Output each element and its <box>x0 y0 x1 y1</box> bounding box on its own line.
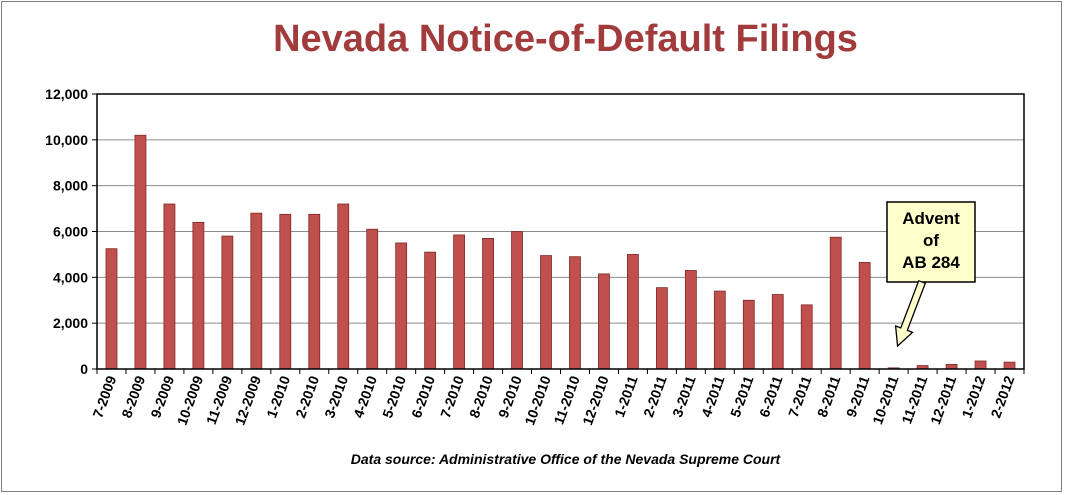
x-tick-label: 4-2011 <box>698 373 728 419</box>
bar-5-2011 <box>742 299 755 370</box>
y-tick-label: 12,000 <box>45 86 88 102</box>
bar-1-2010 <box>279 213 292 370</box>
y-tick-labels: 0 2,000 4,000 6,000 8,000 10,000 12,000 <box>45 86 88 377</box>
y-tick-label: 6,000 <box>53 224 88 240</box>
bar-10-2010 <box>540 255 552 370</box>
x-tick-label: 11-2010 <box>550 373 582 426</box>
axes <box>92 93 1025 374</box>
bar-3-2011 <box>684 270 697 370</box>
bar-1-2011 <box>627 254 639 370</box>
x-tick-label: 5-2010 <box>379 373 409 420</box>
bar-4-2011 <box>713 290 726 370</box>
x-tick-label: 11-2011 <box>898 373 930 426</box>
x-tick-label: 12-2009 <box>232 373 265 427</box>
data-source-note: Data source: Administrative Office of th… <box>350 451 781 467</box>
x-tick-label: 10-2009 <box>174 373 207 427</box>
annotation: Advent of AB 284 <box>886 201 976 348</box>
bar-7-2009 <box>105 248 118 370</box>
x-tick-label: 11-2009 <box>203 373 235 426</box>
annotation-arrow <box>894 279 927 348</box>
bar-2-2012 <box>1003 361 1016 370</box>
x-tick-label: 7-2009 <box>89 373 119 420</box>
bar-7-2010 <box>453 234 466 370</box>
bar-12-2010 <box>598 273 610 370</box>
x-tick-label: 9-2011 <box>843 373 873 419</box>
x-tick-label: 2-2010 <box>292 373 322 420</box>
annotation-box <box>886 201 976 283</box>
x-tick-label: 12-2011 <box>927 373 959 426</box>
annotation-text: of <box>923 231 939 250</box>
x-tick-label: 3-2010 <box>321 373 351 420</box>
y-tick-label: 8,000 <box>53 178 88 194</box>
bar-1-2012 <box>974 360 987 370</box>
x-tick-label: 1-2012 <box>958 373 988 420</box>
x-tick-label: 3-2011 <box>669 373 699 419</box>
bar-8-2011 <box>829 236 842 370</box>
x-tick-label: 2-2011 <box>640 373 670 419</box>
y-tick-label: 0 <box>80 361 88 377</box>
x-tick-label: 5-2011 <box>727 373 757 419</box>
bar-6-2010 <box>424 251 437 370</box>
bar-11-2009 <box>221 235 234 370</box>
bar-8-2010 <box>482 237 494 370</box>
bars <box>105 134 1016 370</box>
x-tick-label: 1-2010 <box>263 373 293 420</box>
x-tick-label: 9-2010 <box>495 373 525 420</box>
annotation-text: AB 284 <box>902 253 960 272</box>
x-tick-label: 7-2010 <box>437 373 467 420</box>
y-tick-label: 10,000 <box>45 132 88 148</box>
bar-9-2010 <box>511 231 523 370</box>
bar-7-2011 <box>800 304 813 370</box>
x-tick-label: 9-2009 <box>147 373 177 420</box>
x-tick-label: 4-2010 <box>350 373 380 420</box>
bar-10-2009 <box>192 221 205 370</box>
bar-6-2011 <box>771 294 784 370</box>
x-tick-label: 8-2011 <box>814 373 844 419</box>
x-tick-label: 8-2010 <box>466 373 496 420</box>
y-tick-label: 2,000 <box>53 315 88 331</box>
x-tick-label: 1-2011 <box>611 373 641 419</box>
bar-9-2009 <box>163 203 176 370</box>
bar-5-2010 <box>395 242 408 370</box>
x-tick-label: 6-2010 <box>408 373 438 420</box>
bar-8-2009 <box>134 134 147 370</box>
grid-lines <box>97 139 1024 324</box>
x-tick-label: 12-2010 <box>579 373 612 427</box>
bar-3-2010 <box>337 203 350 370</box>
x-tick-label: 2-2012 <box>987 373 1017 420</box>
x-tick-label: 8-2009 <box>118 373 148 420</box>
bar-4-2010 <box>366 228 379 370</box>
bar-2-2010 <box>308 213 321 370</box>
y-tick-label: 4,000 <box>53 269 88 285</box>
bar-9-2011 <box>858 262 871 370</box>
x-tick-label: 6-2011 <box>756 373 786 419</box>
bar-11-2010 <box>569 256 581 370</box>
x-tick-label: 7-2011 <box>785 373 815 419</box>
annotation-text: Advent <box>902 209 960 228</box>
chart-title: Nevada Notice-of-Default Filings <box>273 18 858 60</box>
bar-2-2011 <box>655 287 668 370</box>
x-tick-label: 10-2010 <box>521 373 554 427</box>
x-tick-label: 10-2011 <box>869 373 901 426</box>
bar-12-2009 <box>250 212 263 370</box>
